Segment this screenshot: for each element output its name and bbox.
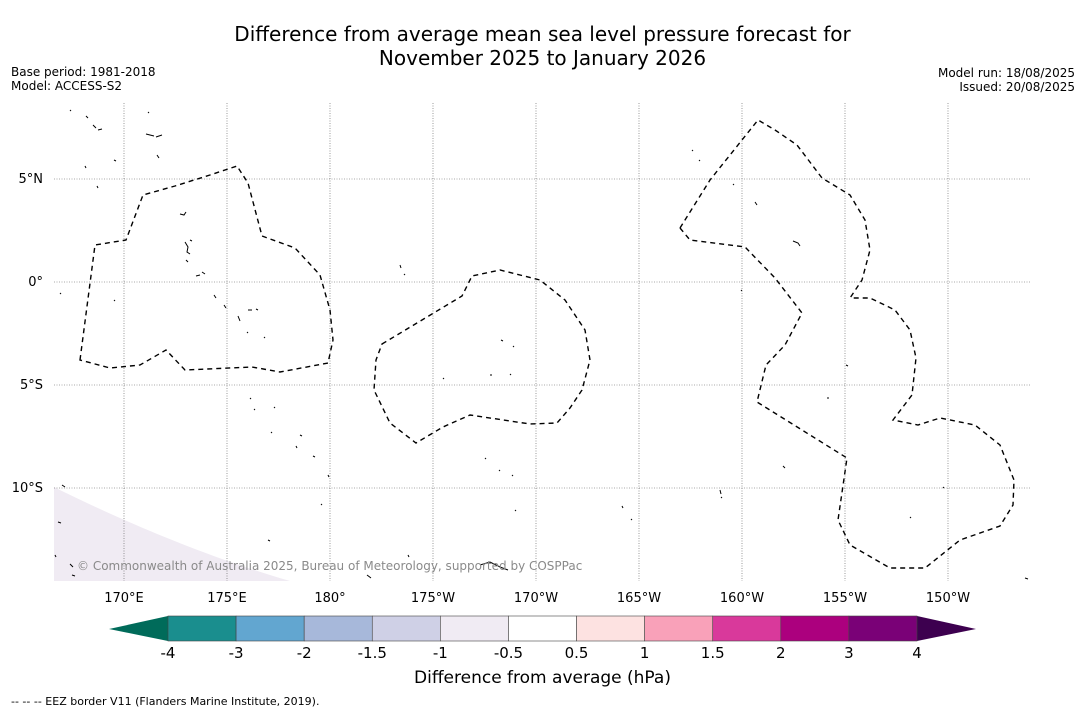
colorbar-segment (235, 615, 305, 642)
lon-label-150w: 150°W (926, 591, 970, 606)
colorbar-tick-label: -2 (297, 644, 312, 662)
latitude-labels: 5°N 0° 5°S 10°S (12, 172, 43, 496)
map-title: Difference from average mean sea level p… (0, 22, 1085, 70)
lat-label-0: 0° (28, 275, 43, 290)
colorbar-tick-label: -1 (433, 644, 448, 662)
model-run: Model run: 18/08/2025 (937, 66, 1075, 80)
issued-date: Issued: 20/08/2025 (959, 80, 1075, 94)
lon-label-175e: 175°E (207, 591, 247, 606)
title-line-1: Difference from average mean sea level p… (234, 22, 851, 46)
colorbar: -4 -3 -2 -1.5 -1 -0.5 0.5 1 1.5 2 3 4 (109, 615, 976, 662)
colorbar-over-arrow (917, 616, 976, 641)
lon-label-175w: 175°W (411, 591, 455, 606)
lat-label-5n: 5°N (19, 172, 44, 187)
lon-label-180: 180° (314, 591, 345, 606)
copyright-notice: © Commonwealth of Australia 2025, Bureau… (77, 559, 583, 573)
eez-border-kiribati-gilberts (79, 165, 334, 373)
lat-label-5s: 5°S (20, 378, 43, 393)
colorbar-tick-label: 1.5 (701, 644, 725, 662)
eez-footnote: -- -- -- EEZ border V11 (Flanders Marine… (11, 695, 320, 708)
eez-border-tokelau-area (373, 269, 591, 444)
lon-label-165w: 165°W (617, 591, 661, 606)
colorbar-tick-label: -1.5 (358, 644, 387, 662)
colorbar-segment (440, 615, 509, 642)
colorbar-label: Difference from average (hPa) (414, 668, 671, 688)
title-line-2: November 2025 to January 2026 (378, 46, 707, 70)
model-name: Model: ACCESS-S2 (11, 79, 123, 93)
colorbar-segment (848, 615, 918, 642)
eez-border-line-islands-south (679, 227, 1015, 569)
colorbar-segment (508, 615, 577, 642)
colorbar-segment (371, 615, 441, 642)
colorbar-tick-label: 1 (640, 644, 650, 662)
colorbar-segment (780, 615, 850, 642)
lat-label-10s: 10°S (12, 481, 43, 496)
lon-label-170e: 170°E (104, 591, 144, 606)
eez-borders (79, 119, 1015, 569)
pressure-anomaly-shading (54, 487, 290, 581)
meta-right: Model run: 18/08/2025 Issued: 20/08/2025 (938, 66, 1075, 94)
colorbar-segment (167, 615, 237, 642)
colorbar-tick-label: 0.5 (565, 644, 589, 662)
colorbar-under-arrow (109, 616, 168, 641)
lon-label-170w: 170°W (514, 591, 558, 606)
meta-left: Base period: 1981-2018 Model: ACCESS-S2 (11, 65, 156, 93)
islands (54, 109, 1029, 580)
eez-border-line-islands (679, 119, 871, 299)
graticule (54, 103, 1031, 581)
longitude-labels: 170°E 175°E 180° 175°W 170°W 165°W 160°W… (104, 591, 970, 606)
lon-label-160w: 160°W (720, 591, 764, 606)
colorbar-segment (576, 615, 645, 642)
colorbar-segment (644, 615, 714, 642)
colorbar-tick-label: 3 (844, 644, 854, 662)
colorbar-tick-label: -0.5 (494, 644, 523, 662)
lon-label-155w: 155°W (823, 591, 867, 606)
colorbar-tick-label: 2 (776, 644, 786, 662)
colorbar-tick-label: -4 (161, 644, 176, 662)
base-period: Base period: 1981-2018 (11, 65, 156, 79)
colorbar-tick-label: -3 (229, 644, 244, 662)
colorbar-tick-label: 4 (912, 644, 922, 662)
colorbar-segment (303, 615, 373, 642)
colorbar-segment (712, 615, 782, 642)
